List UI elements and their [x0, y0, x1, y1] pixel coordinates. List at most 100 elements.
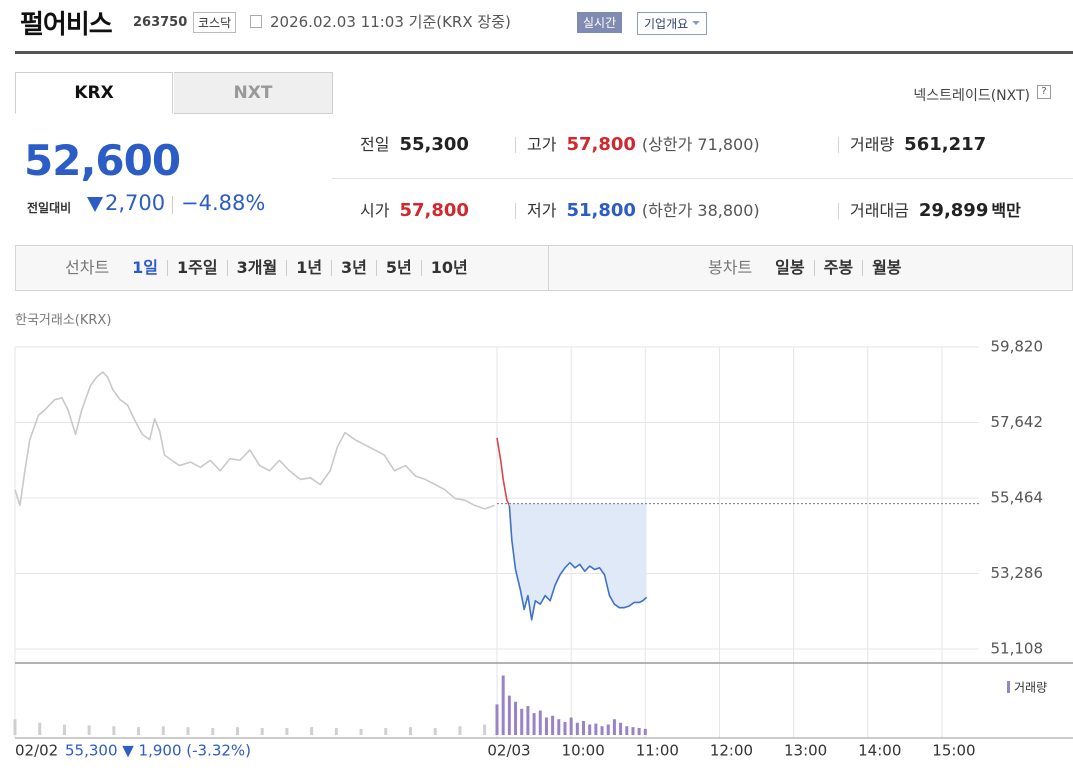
volume-bar [612, 719, 616, 735]
stat-value: 55,300 [399, 134, 469, 155]
line-chart-periods: 선차트 1일 1주일 3개월 1년 3년 5년 10년 [56, 246, 477, 290]
volume-bar [384, 728, 388, 735]
candle-button[interactable]: 일봉 [775, 258, 805, 277]
current-price: 52,600 [24, 136, 181, 185]
volume-bar [582, 721, 586, 735]
candle-button[interactable]: 월봉 [862, 260, 910, 276]
volume-bar [588, 724, 592, 735]
stat-separator [838, 203, 839, 219]
stat-item: 거래대금 29,899 백만 [850, 199, 1021, 223]
stat-item: 전일 55,300 [360, 133, 469, 157]
volume-bar [458, 726, 462, 735]
candle-button[interactable]: 주봉 [813, 260, 862, 276]
volume-bar [507, 695, 511, 735]
timestamp: 2026.02.03 11:03 기준(KRX 장중) [270, 13, 511, 31]
volume-bar [285, 728, 289, 735]
calendar-icon [250, 15, 262, 28]
x-tick-label: 11:00 [636, 742, 679, 760]
stock-code: 263750 [133, 15, 188, 30]
nxt-link[interactable]: 넥스트레이드(NXT) [913, 88, 1030, 104]
stat-item: 거래량 561,217 [850, 133, 986, 157]
stat-separator [838, 137, 839, 153]
volume-bar [483, 724, 487, 735]
volume-bar [637, 728, 641, 735]
volume-bar [186, 727, 190, 735]
volume-bar [433, 728, 437, 735]
volume-bar [625, 726, 629, 735]
market-badge: 코스닥 [193, 12, 237, 33]
market-tab[interactable]: KRX [15, 72, 173, 114]
stat-value: 561,217 [904, 134, 987, 155]
volume-bar [112, 726, 116, 735]
x-tick-label: 15:00 [932, 742, 975, 760]
stat-note: (상한가 71,800) [641, 135, 760, 154]
stat-value: 51,800 [566, 200, 636, 221]
volume-bar [13, 719, 17, 735]
price-change: 2,700 [105, 191, 166, 215]
volume-bar [538, 710, 542, 735]
volume-bar [501, 675, 505, 735]
prev-day-summary: 55,300 ▼ 1,900 (-3.32%) [65, 742, 251, 760]
stat-note: (하한가 38,800) [641, 201, 760, 220]
stat-unit: 백만 [991, 201, 1021, 220]
volume-bar [600, 726, 604, 735]
volume-bar [594, 723, 598, 735]
period-button[interactable]: 1일 [132, 258, 159, 277]
volume-bar [161, 726, 165, 735]
volume-bar [619, 722, 623, 735]
volume-bar [557, 719, 561, 735]
stock-name: 펄어비스 [20, 10, 113, 40]
volume-bar [87, 725, 91, 735]
volume-bar [38, 722, 42, 735]
volume-bar [235, 727, 239, 735]
change-label: 전일대비 [27, 201, 72, 215]
period-button[interactable]: 10년 [420, 260, 477, 276]
x-tick-label: 10:00 [562, 742, 605, 760]
help-icon[interactable]: ? [1037, 85, 1051, 99]
stat-label: 거래량 [850, 135, 895, 154]
menu-label: 선차트 [65, 258, 110, 277]
change-percent: −4.88% [181, 191, 266, 215]
x-tick-label: 02/03 [487, 742, 530, 760]
volume-bar [643, 728, 647, 735]
chart-menu: 선차트 1일 1주일 3개월 1년 3년 5년 10년 봉차트 일봉 주봉 월봉 [15, 245, 1073, 291]
realtime-button[interactable]: 실시간 [577, 12, 623, 33]
volume-bar [631, 727, 635, 735]
stats-divider [332, 178, 1073, 179]
y-tick-label: 57,642 [991, 413, 1044, 431]
stat-label: 고가 [527, 135, 557, 154]
area-fill [509, 503, 647, 620]
volume-bar [514, 701, 518, 735]
price-line [508, 505, 648, 621]
market-tab[interactable]: NXT [174, 72, 333, 114]
period-button[interactable]: 3개월 [226, 260, 287, 276]
stat-value: 57,800 [566, 134, 636, 155]
header-rule [15, 51, 1073, 54]
stat-item: 시가 57,800 [360, 199, 469, 223]
y-tick-label: 59,820 [991, 338, 1044, 356]
volume-bar [520, 708, 524, 735]
volume-bar [551, 715, 555, 735]
menu-label: 봉차트 [708, 258, 753, 277]
stat-separator [515, 137, 516, 153]
volume-bar [260, 728, 264, 735]
x-tick-label: 14:00 [858, 742, 901, 760]
source: 한국거래소(KRX) [15, 313, 112, 328]
stat-label: 거래대금 [850, 201, 909, 220]
overview-dropdown[interactable]: 기업개요 [637, 12, 708, 35]
y-tick-label: 55,464 [991, 489, 1044, 507]
period-button[interactable]: 5년 [375, 260, 421, 276]
volume-bar [408, 727, 412, 735]
volume-bar [359, 728, 363, 735]
volume-bar [310, 727, 314, 735]
period-button[interactable]: 3년 [331, 260, 376, 276]
volume-bar [526, 706, 530, 735]
period-button[interactable]: 1주일 [167, 260, 227, 276]
x-tick-label: 13:00 [784, 742, 827, 760]
stat-label: 전일 [360, 135, 390, 154]
volume-bar [62, 724, 66, 735]
stat-value: 57,800 [399, 200, 469, 221]
period-button[interactable]: 1년 [286, 260, 331, 276]
volume-bar [334, 728, 338, 735]
